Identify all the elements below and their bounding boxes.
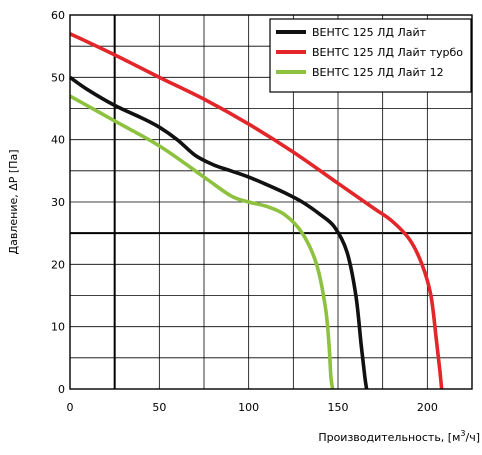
legend: ВЕНТС 125 ЛД Лайт ВЕНТС 125 ЛД Лайт турбо… [269, 18, 472, 93]
plot-frame [69, 14, 473, 390]
y-axis-label: Давление, ΔP [Па] [7, 150, 20, 255]
y-tick-label: 30 [51, 196, 65, 209]
y-tick-label: 0 [58, 383, 65, 396]
series-line-2 [69, 32, 444, 390]
y-tick-labels: 0 10 20 30 40 50 60 [51, 9, 65, 396]
legend-label-2: ВЕНТС 125 ЛД Лайт турбо [312, 46, 463, 59]
series-lines [68, 32, 444, 390]
series-line-3 [69, 94, 335, 390]
legend-label-1: ВЕНТС 125 ЛД Лайт [312, 26, 427, 39]
y-tick-label: 60 [51, 9, 65, 22]
y-tick-label: 20 [51, 258, 65, 271]
x-tick-label: 100 [238, 401, 259, 414]
x-axis-label: Производительность, [м3/ч] [318, 429, 480, 444]
y-tick-label: 10 [51, 321, 65, 334]
x-tick-label: 200 [417, 401, 438, 414]
y-tick-label: 40 [51, 134, 65, 147]
legend-label-3: ВЕНТС 125 ЛД Лайт 12 [312, 66, 444, 79]
x-tick-label: 0 [67, 401, 74, 414]
series-line-1 [68, 75, 369, 390]
x-tick-label: 50 [152, 401, 166, 414]
x-tick-labels: 0 50 100 150 200 [67, 401, 438, 414]
x-tick-label: 150 [328, 401, 349, 414]
y-tick-label: 50 [51, 71, 65, 84]
